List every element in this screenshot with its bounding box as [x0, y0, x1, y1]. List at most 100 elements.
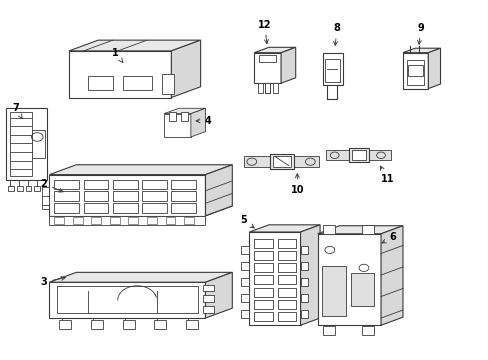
- Bar: [402, 53, 427, 89]
- Polygon shape: [205, 273, 232, 318]
- Bar: [300, 310, 307, 318]
- Bar: [110, 217, 120, 224]
- Bar: [254, 263, 272, 272]
- Bar: [258, 83, 263, 93]
- Bar: [203, 306, 213, 313]
- Bar: [317, 234, 380, 325]
- Bar: [54, 203, 79, 213]
- Polygon shape: [325, 150, 348, 160]
- Bar: [361, 326, 373, 335]
- Bar: [54, 217, 64, 224]
- Polygon shape: [293, 156, 319, 167]
- Bar: [113, 203, 138, 213]
- Bar: [49, 216, 205, 225]
- Bar: [25, 186, 31, 191]
- Bar: [300, 294, 307, 302]
- Polygon shape: [317, 226, 402, 234]
- Bar: [254, 251, 272, 260]
- Bar: [273, 156, 290, 167]
- Bar: [240, 262, 249, 270]
- Bar: [73, 217, 82, 224]
- Bar: [88, 76, 113, 90]
- Bar: [249, 232, 300, 325]
- Bar: [277, 263, 296, 272]
- Bar: [277, 312, 296, 321]
- Text: 10: 10: [290, 174, 304, 195]
- Bar: [203, 285, 213, 291]
- Bar: [59, 320, 71, 329]
- Text: 1: 1: [112, 48, 123, 63]
- Bar: [154, 320, 166, 329]
- Text: 9: 9: [417, 23, 424, 44]
- Polygon shape: [163, 108, 205, 114]
- Bar: [91, 320, 103, 329]
- Bar: [142, 180, 166, 189]
- Bar: [277, 275, 296, 284]
- Bar: [17, 186, 22, 191]
- Text: 5: 5: [240, 215, 254, 228]
- Bar: [57, 286, 198, 313]
- Bar: [168, 112, 176, 121]
- Bar: [277, 251, 296, 260]
- Bar: [165, 217, 175, 224]
- Bar: [259, 55, 276, 62]
- Bar: [350, 273, 373, 306]
- Bar: [142, 203, 166, 213]
- Bar: [240, 294, 249, 302]
- Bar: [142, 192, 166, 201]
- Bar: [254, 312, 272, 321]
- Bar: [300, 262, 307, 270]
- Polygon shape: [300, 225, 320, 325]
- Bar: [113, 192, 138, 201]
- Bar: [122, 320, 135, 329]
- Bar: [49, 175, 205, 216]
- Bar: [203, 296, 213, 302]
- Polygon shape: [380, 226, 402, 325]
- Text: 12: 12: [257, 20, 271, 44]
- Bar: [83, 203, 108, 213]
- Polygon shape: [427, 48, 440, 89]
- Polygon shape: [49, 273, 232, 282]
- Bar: [8, 186, 14, 191]
- Bar: [254, 275, 272, 284]
- Text: 4: 4: [196, 116, 211, 126]
- Bar: [185, 320, 198, 329]
- Bar: [254, 53, 281, 83]
- Bar: [361, 225, 373, 234]
- Polygon shape: [402, 48, 440, 53]
- Polygon shape: [49, 165, 232, 175]
- Bar: [277, 288, 296, 297]
- Polygon shape: [249, 225, 320, 232]
- Text: 3: 3: [40, 276, 65, 287]
- Bar: [240, 310, 249, 318]
- Bar: [147, 217, 157, 224]
- Bar: [277, 239, 296, 248]
- Bar: [322, 225, 334, 234]
- Polygon shape: [171, 40, 200, 98]
- Bar: [54, 180, 79, 189]
- Bar: [83, 192, 108, 201]
- Bar: [69, 51, 171, 98]
- Bar: [265, 83, 270, 93]
- Bar: [171, 192, 196, 201]
- Bar: [254, 239, 272, 248]
- Bar: [272, 83, 277, 93]
- Text: 6: 6: [381, 232, 396, 243]
- Bar: [5, 108, 47, 180]
- Bar: [351, 150, 366, 160]
- Bar: [128, 217, 138, 224]
- Bar: [254, 288, 272, 297]
- Bar: [10, 112, 32, 176]
- Bar: [300, 278, 307, 286]
- Bar: [34, 186, 40, 191]
- Bar: [113, 180, 138, 189]
- Polygon shape: [190, 108, 205, 137]
- Bar: [265, 83, 270, 93]
- Bar: [240, 246, 249, 253]
- Bar: [277, 300, 296, 309]
- Bar: [240, 278, 249, 286]
- Bar: [254, 300, 272, 309]
- Bar: [325, 59, 339, 82]
- Bar: [406, 60, 424, 85]
- Bar: [171, 203, 196, 213]
